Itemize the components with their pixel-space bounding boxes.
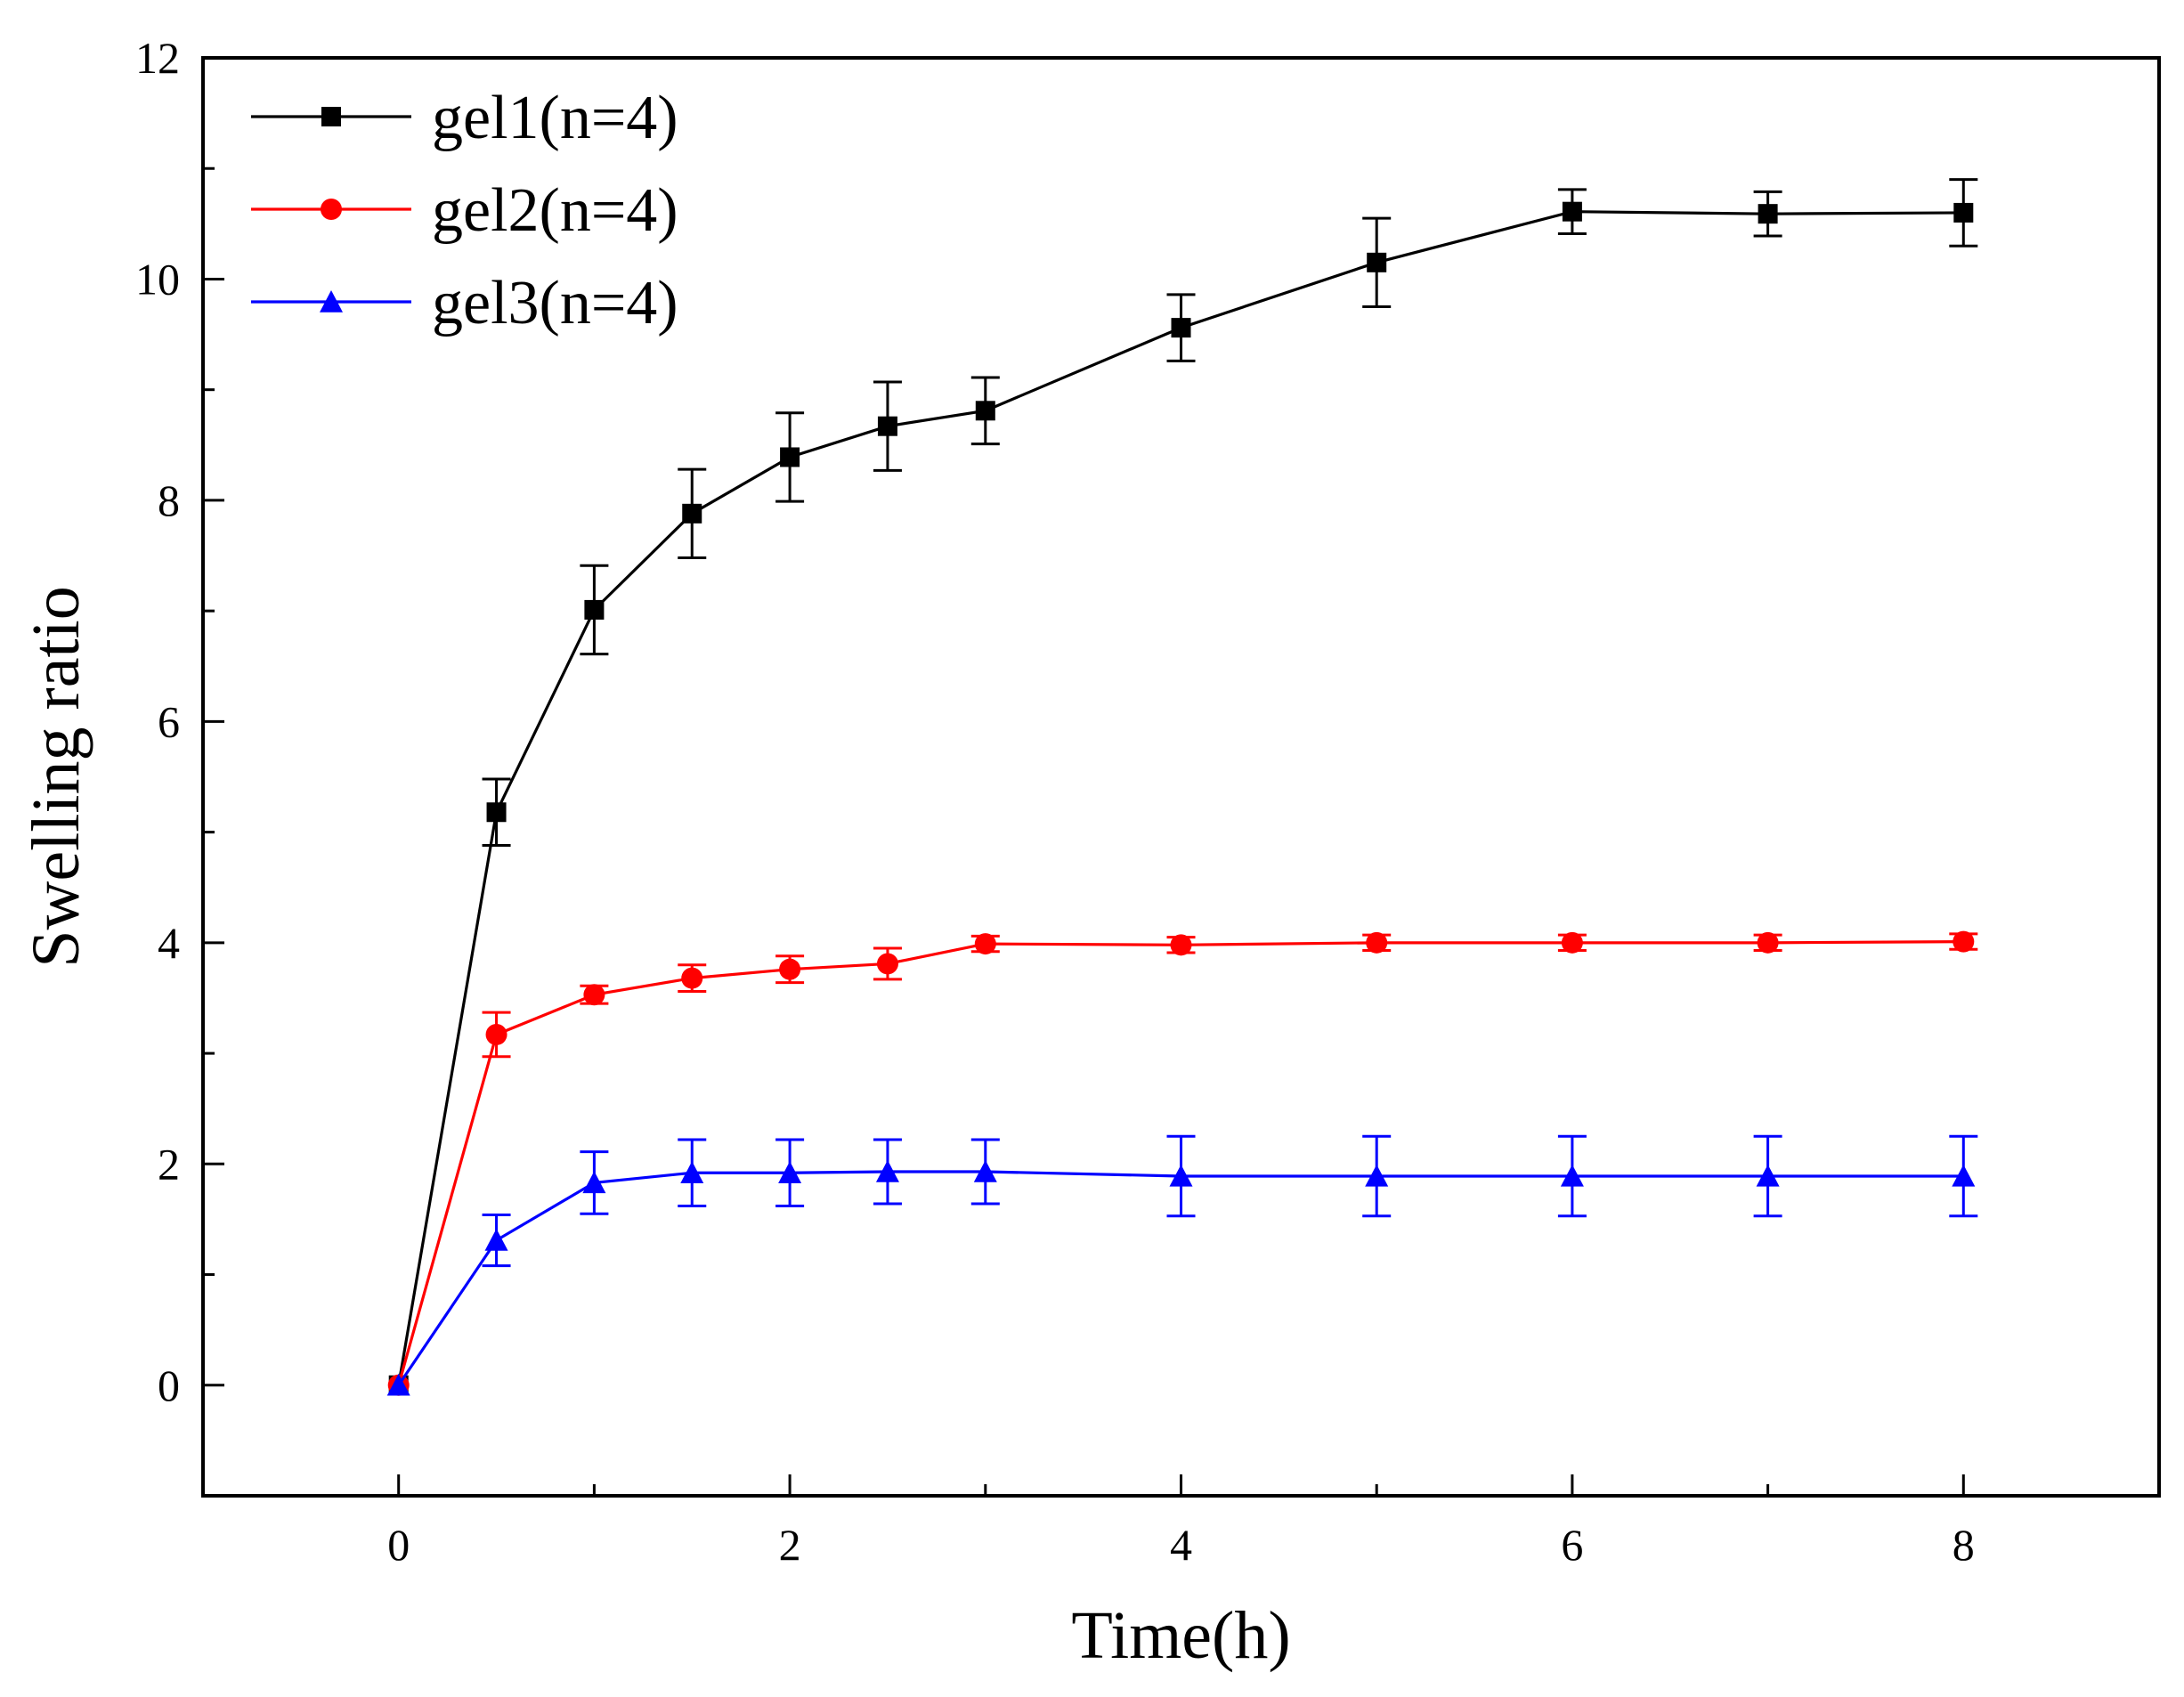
data-point [1562,201,1582,222]
data-point [1953,202,1974,223]
series-line [397,1170,1964,1386]
legend-label: gel2(n=4) [432,176,678,245]
x-tick-label: 8 [1953,1520,1975,1570]
data-point [583,984,605,1006]
series-3 [386,1134,1978,1396]
data-point [780,447,800,467]
data-point [681,967,703,989]
data-point [582,1171,606,1194]
legend-entry: gel3(n=4) [251,269,678,337]
data-point [1171,318,1191,338]
data-point [1169,1164,1193,1187]
legend-label: gel1(n=4) [432,84,678,152]
x-tick-label: 0 [387,1520,410,1570]
data-point [680,1161,704,1183]
series-1 [388,178,1978,1395]
tick-labels: 0 2 4 6 8 0 2 4 6 8 10 12 [135,33,1975,1570]
data-point [877,416,897,436]
data-point [1366,931,1388,954]
data-point [1561,931,1583,954]
x-axis-title: Time(h) [1071,1598,1290,1673]
data-point [485,1023,507,1045]
x-tick-label: 6 [1561,1520,1583,1570]
data-point [1953,930,1975,953]
data-point [1758,204,1778,224]
y-axis-title: Swelling ratio [19,586,93,968]
y-tick-label: 8 [158,475,180,525]
data-point [779,958,801,980]
data-point [486,802,507,823]
y-tick-label: 2 [158,1139,180,1189]
data-point [1952,1164,1976,1187]
legend-label: gel3(n=4) [432,269,678,337]
data-point [876,953,898,975]
series-line [397,940,1964,1386]
y-tick-label: 12 [135,33,180,83]
data-point [1756,1164,1780,1187]
data-point [974,933,996,955]
plot-frame [201,56,2161,1498]
data-point [778,1161,802,1183]
legend-entry: gel2(n=4) [251,176,678,245]
data-point [1367,252,1387,272]
x-tick-label: 2 [779,1520,801,1570]
legend: gel1(n=4) gel2(n=4) gel3(n=4) [251,84,678,337]
data-point [682,503,702,524]
data-point [973,1160,997,1182]
data-point [1170,934,1192,956]
legend-marker [320,290,343,313]
legend-marker [321,199,342,220]
series-2 [387,930,1978,1396]
data-point [584,599,605,620]
data-point [1560,1164,1584,1187]
y-tick-label: 6 [158,696,180,746]
x-tick-label: 4 [1170,1520,1192,1570]
legend-entry: gel1(n=4) [251,84,678,152]
data-point [1757,931,1779,954]
y-tick-label: 4 [158,918,180,968]
data-point [484,1229,508,1251]
y-tick-label: 0 [158,1360,180,1410]
y-tick-label: 10 [135,254,180,304]
data-point [386,1373,410,1396]
data-series [386,178,1978,1396]
data-point [975,401,995,421]
data-point [1365,1164,1389,1187]
data-point [875,1160,899,1182]
series-line [397,210,1964,1386]
legend-marker [321,107,341,126]
